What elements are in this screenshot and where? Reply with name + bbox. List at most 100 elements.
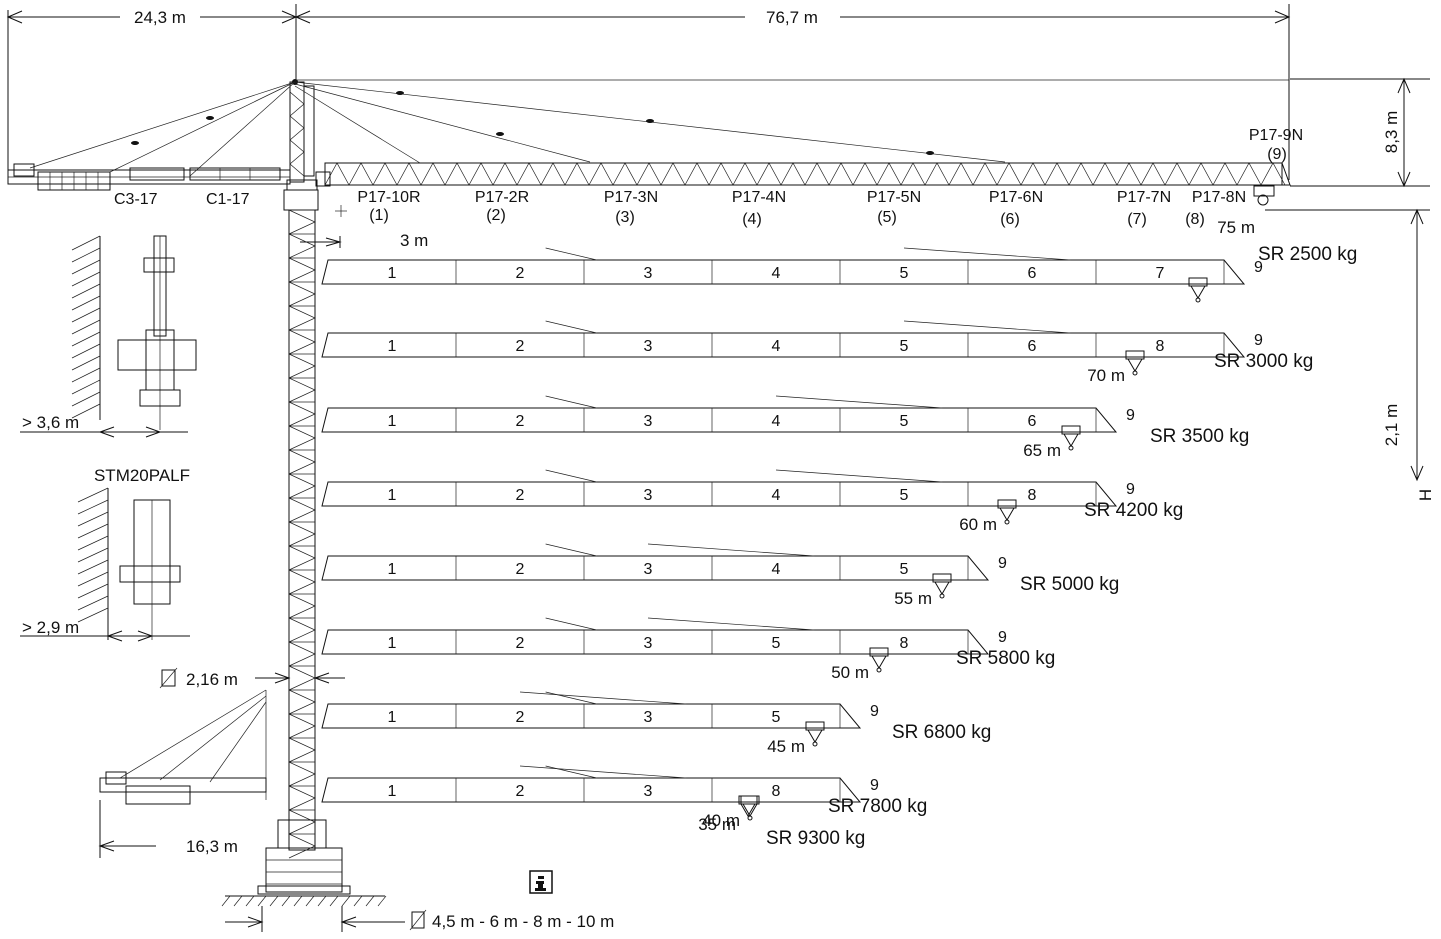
tip-number: 9 [1254, 332, 1263, 349]
jib-section-num: (6) [1000, 211, 1020, 228]
side-view-upper: > 3,6 m [20, 235, 197, 438]
load-label: SR 2500 kg [1258, 244, 1357, 265]
configuration-row: 1 2 3 8 9 40 m SR 7800 kg [321, 765, 927, 830]
jib-section-name: P17-4N [732, 189, 786, 206]
segment-number: 5 [900, 338, 909, 355]
radius-label: 60 m [959, 515, 997, 534]
tip-number: 9 [870, 703, 879, 720]
segment-number: 6 [1028, 413, 1037, 430]
segment-number: 5 [900, 561, 909, 578]
configuration-row: 35 m SR 9300 kg [698, 795, 865, 849]
hook-block [869, 647, 889, 657]
radius-label: 35 m [698, 815, 736, 834]
info-icon[interactable] [529, 870, 553, 894]
segment-number: 2 [516, 635, 525, 652]
segment-number: 5 [772, 635, 781, 652]
configuration-row: 1 2 3 5 8 9 50 m SR 5800 kg [321, 617, 1055, 682]
segment-number: 3 [644, 265, 653, 282]
jib-section-name: P17-5N [867, 189, 921, 206]
load-label: SR 7800 kg [828, 796, 927, 817]
radius-label: 40 m [702, 811, 740, 830]
segment-number: 8 [772, 783, 781, 800]
segment-number: 2 [516, 338, 525, 355]
segment-number: 2 [516, 487, 525, 504]
counter-jib-label-c3: C3-17 [114, 191, 158, 208]
segment-number: 2 [516, 709, 525, 726]
configuration-row: 1 2 3 4 5 6 8 9 70 m SR 3000 kg [321, 320, 1313, 385]
radius-label: 70 m [1087, 366, 1125, 385]
jib-section-name: P17-10R [357, 189, 420, 206]
counter-jib-length-label: 24,3 m [134, 8, 186, 27]
side-view-lower: > 2,9 m [20, 487, 190, 642]
configuration-row: 1 2 3 5 9 45 m SR 6800 kg [321, 691, 991, 756]
segment-number: 1 [388, 635, 397, 652]
segment-number: 8 [1028, 487, 1037, 504]
load-label: SR 4200 kg [1084, 500, 1183, 521]
radius-label: 65 m [1023, 441, 1061, 460]
jib-section-num: (4) [742, 211, 762, 228]
segment-number: 1 [388, 561, 397, 578]
mast-width-label: 2,16 m [186, 670, 238, 689]
tip-number: 9 [998, 629, 1007, 646]
tower-top-height-label: 8,3 m [1382, 111, 1401, 154]
hook-block [932, 573, 952, 583]
segment-number: 8 [1156, 338, 1165, 355]
radius-label: 45 m [767, 737, 805, 756]
radius-label: 75 m [1217, 218, 1255, 237]
tower-head [29, 79, 1289, 183]
segment-number: 3 [644, 709, 653, 726]
hook-block [738, 795, 758, 805]
counter-jib: C3-17 C1-17 [7, 163, 291, 208]
right-dimensions: 8,3 m 2,1 m H [1265, 77, 1435, 501]
jib-section-name: P17-7N [1117, 189, 1171, 206]
tip-number: 9 [870, 777, 879, 794]
segment-number: 7 [1156, 265, 1165, 282]
main-jib [315, 162, 1291, 206]
tip-number: 9 [1126, 481, 1135, 498]
segment-number: 1 [388, 709, 397, 726]
jib-section-name: P17-3N [604, 189, 658, 206]
counter-jib-label-c1: C1-17 [206, 191, 250, 208]
jib-section-num: (5) [877, 209, 897, 226]
segment-number: 2 [516, 561, 525, 578]
segment-number: 3 [644, 561, 653, 578]
load-label: SR 5000 kg [1020, 574, 1119, 595]
segment-number: 4 [772, 338, 781, 355]
jib-length-label: 76,7 m [766, 8, 818, 27]
jib-section-num: (9) [1267, 146, 1287, 163]
hook-block [1061, 425, 1081, 435]
tip-number: 9 [1254, 259, 1263, 276]
jib-section-num: (7) [1127, 211, 1147, 228]
jib-section-name: P17-8N [1192, 189, 1246, 206]
segment-number: 3 [644, 783, 653, 800]
jib-section-num: (8) [1185, 211, 1205, 228]
height-label: H [1416, 489, 1435, 501]
segment-number: 3 [644, 413, 653, 430]
jib-section-num: (2) [486, 207, 506, 224]
hook-block [1188, 277, 1208, 287]
segment-number: 5 [772, 709, 781, 726]
jib-section-num: (1) [369, 207, 389, 224]
jib-configurations: 1 2 3 4 5 6 7 9 75 mSR 2500 kg 1 2 3 4 5 6 8 9 70 m SR 300… [321, 218, 1357, 849]
offset-dimension: 3 m [300, 205, 428, 250]
hook-block [740, 795, 760, 805]
short-counter-jib: 16,3 m [98, 689, 267, 858]
jib-section-name: P17-9N [1249, 127, 1303, 144]
segment-number: 1 [388, 265, 397, 282]
top-dimensions: 24,3 m 76,7 m [6, 4, 1291, 180]
tip-number: 9 [1126, 407, 1135, 424]
segment-number: 2 [516, 413, 525, 430]
tower-mast [221, 179, 387, 907]
tip-number: 9 [998, 555, 1007, 572]
segment-number: 3 [644, 635, 653, 652]
hook-block [997, 499, 1017, 509]
configuration-row: 1 2 3 4 5 6 9 65 m SR 3500 kg [321, 395, 1249, 460]
segment-number: 1 [388, 487, 397, 504]
load-label: SR 3000 kg [1214, 351, 1313, 372]
segment-number: 4 [772, 561, 781, 578]
load-label: SR 6800 kg [892, 722, 991, 743]
hook-drop-label: 2,1 m [1382, 404, 1401, 447]
jib-section-name: P17-2R [475, 189, 529, 206]
base-dimension: 4,5 m - 6 m - 8 m - 10 m [225, 906, 614, 932]
